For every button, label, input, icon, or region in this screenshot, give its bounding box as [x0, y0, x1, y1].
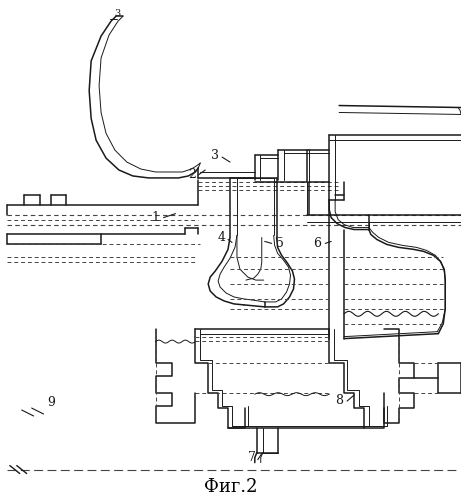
Text: 1: 1	[151, 211, 160, 224]
Text: 9: 9	[48, 396, 56, 408]
Text: 4: 4	[218, 231, 226, 244]
Text: 5: 5	[275, 237, 283, 250]
Text: 8: 8	[335, 394, 343, 406]
Text: 3: 3	[211, 148, 219, 162]
Text: 6: 6	[313, 237, 321, 250]
Text: 2: 2	[188, 168, 196, 181]
Text: 3: 3	[114, 9, 120, 18]
Text: 7: 7	[248, 451, 256, 464]
Text: Фиг.2: Фиг.2	[204, 478, 258, 496]
